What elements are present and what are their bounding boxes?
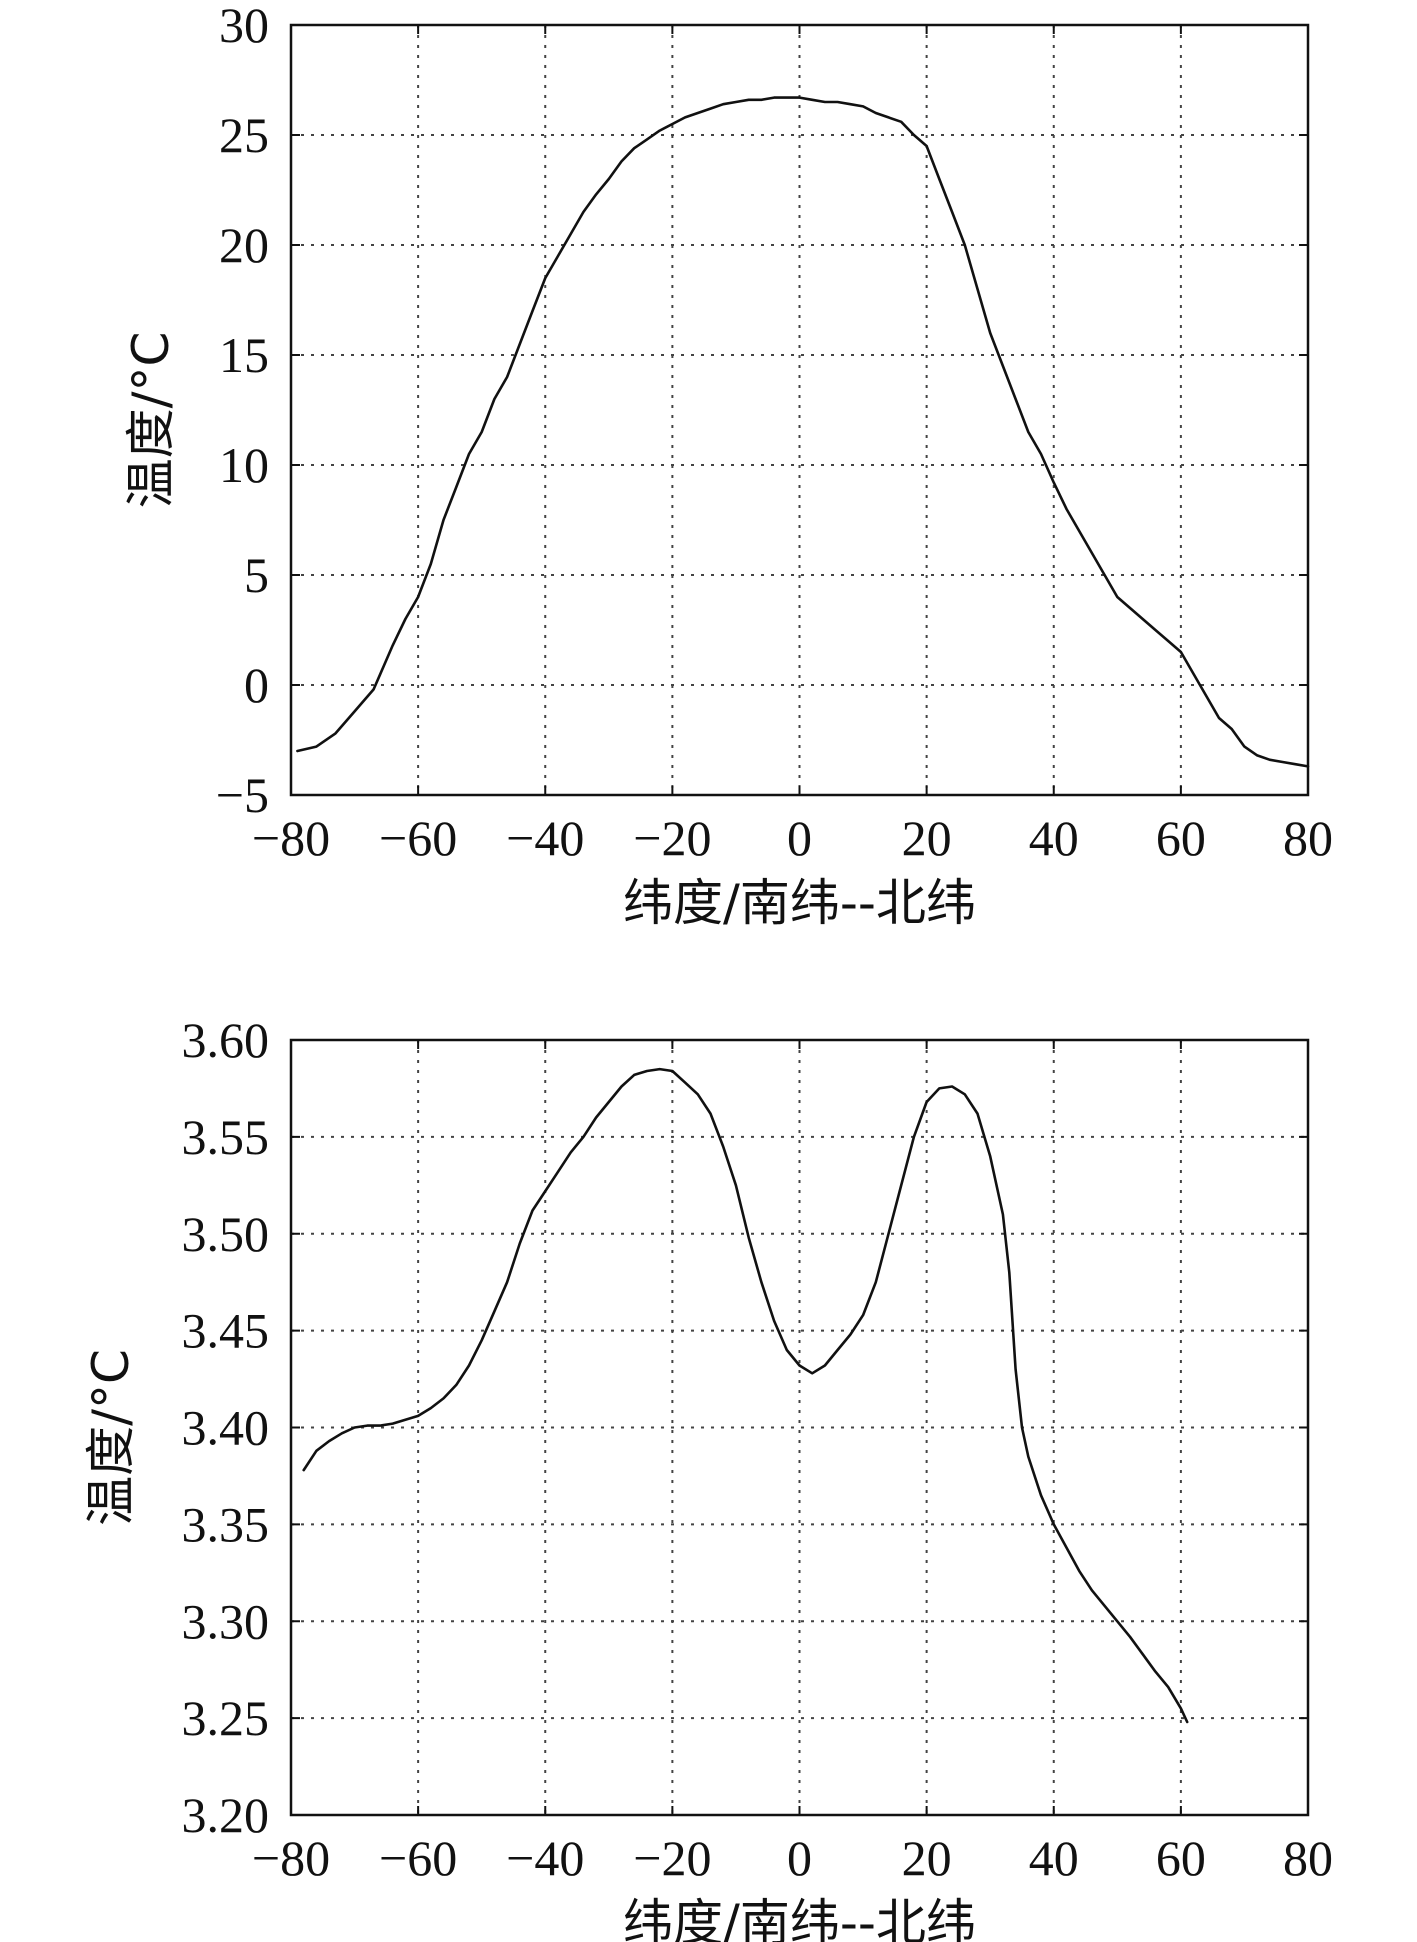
y-tick-label: −5	[216, 767, 269, 823]
x-tick-label: 0	[787, 810, 812, 866]
x-tick-label: 60	[1156, 1830, 1206, 1886]
y-tick-label: 3.55	[182, 1109, 270, 1165]
x-tick-label: −60	[379, 810, 457, 866]
x-tick-label: −20	[633, 1830, 711, 1886]
chart-temperature-variation-by-latitude: −80 −60 −40 −20 0 20 40 60 80 3.20 3.25 3.30 3.35 3.4…	[82, 1012, 1333, 1942]
y-tick-label: 3.45	[182, 1303, 270, 1359]
y-tick-label: 3.40	[182, 1400, 270, 1456]
y-axis-label: 温度/°C	[82, 1349, 140, 1526]
series-line	[302, 1067, 1189, 1724]
x-tick-label: 40	[1029, 1830, 1079, 1886]
y-tick-label: 30	[219, 0, 269, 53]
series-line	[296, 96, 1310, 768]
y-axis-label: 温度/°C	[122, 332, 180, 509]
x-tick-label: 20	[902, 1830, 952, 1886]
chart-temperature-by-latitude: −80 −60 −40 −20 0 20 40 60 80 −5 0 5 10 15 20 25 30 纬度/南纬…	[122, 0, 1333, 932]
x-tick-label: 40	[1029, 810, 1079, 866]
x-tick-label: −80	[252, 1830, 330, 1886]
x-tick-label: 0	[787, 1830, 812, 1886]
plot-frame	[289, 23, 1310, 797]
x-axis-label: 纬度/南纬--北纬	[623, 1894, 976, 1942]
x-tick-label: −60	[379, 1830, 457, 1886]
x-axis-label: 纬度/南纬--北纬	[623, 874, 976, 932]
x-tick-label: 80	[1283, 810, 1333, 866]
x-tick-label: −40	[506, 1830, 584, 1886]
x-tick-label: 80	[1283, 1830, 1333, 1886]
y-tick-label: 25	[219, 107, 269, 163]
y-tick-label: 5	[244, 547, 269, 603]
x-tick-label: −40	[506, 810, 584, 866]
y-tick-label: 3.30	[182, 1593, 270, 1649]
x-tick-label: −80	[252, 810, 330, 866]
y-tick-label: 3.50	[182, 1206, 270, 1262]
y-tick-label: 15	[219, 327, 269, 383]
x-tick-label: 20	[902, 810, 952, 866]
y-tick-label: 20	[219, 217, 269, 273]
x-tick-label: −20	[633, 810, 711, 866]
y-tick-label: 3.20	[182, 1787, 270, 1843]
y-tick-label: 3.60	[182, 1012, 270, 1068]
y-tick-label: 10	[219, 437, 269, 493]
y-tick-label: 3.25	[182, 1690, 270, 1746]
y-tick-label: 3.35	[182, 1496, 270, 1552]
y-tick-label: 0	[244, 657, 269, 713]
x-tick-label: 60	[1156, 810, 1206, 866]
